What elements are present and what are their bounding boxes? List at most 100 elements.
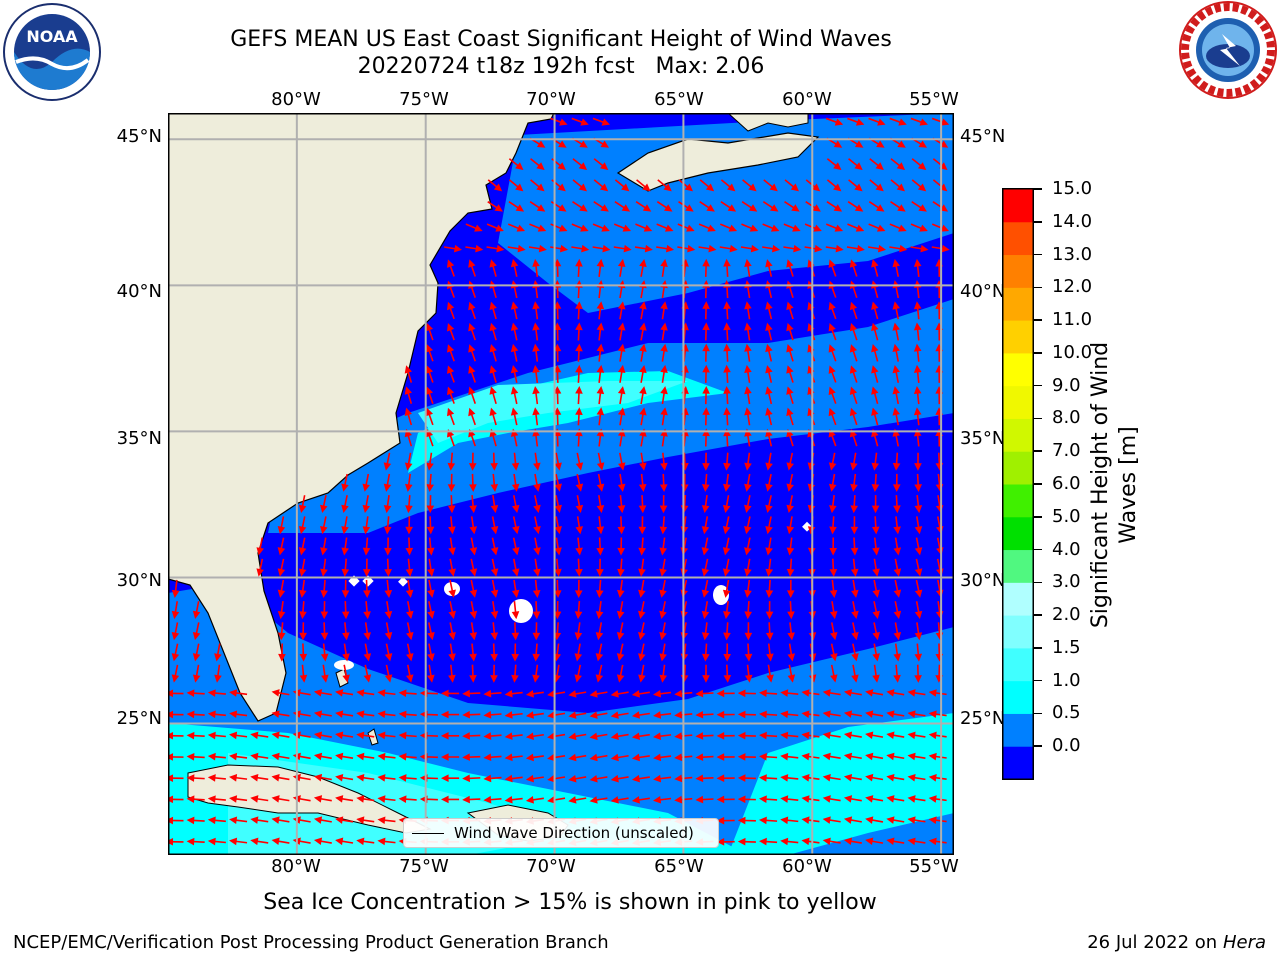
wind-wave-arrow	[677, 244, 696, 253]
wind-wave-arrow	[341, 601, 350, 620]
wind-wave-arrow	[363, 643, 372, 662]
wind-wave-arrow	[574, 643, 583, 662]
wind-wave-arrow	[868, 223, 886, 232]
wind-wave-arrow	[469, 537, 478, 556]
wind-wave-arrow	[490, 473, 499, 492]
wind-wave-arrow	[871, 301, 879, 320]
wind-wave-arrow	[765, 452, 773, 471]
wind-wave-arrow	[828, 365, 837, 383]
wind-wave-arrow	[783, 244, 802, 253]
wind-wave-arrow	[610, 711, 629, 719]
wind-wave-arrow	[914, 622, 923, 641]
wind-wave-arrow	[617, 343, 626, 362]
wind-wave-arrow	[723, 452, 731, 471]
wind-wave-arrow	[616, 622, 625, 641]
wind-wave-arrow	[469, 664, 477, 683]
wind-wave-arrow	[589, 796, 608, 804]
lat-label-right: 45°N	[960, 126, 1006, 147]
wind-wave-arrow	[510, 301, 519, 320]
wind-wave-arrow	[828, 323, 837, 341]
wind-wave-arrow	[596, 322, 605, 341]
wind-wave-arrow	[786, 365, 794, 383]
wind-wave-arrow	[335, 752, 354, 761]
wind-wave-arrow	[593, 158, 609, 171]
wind-wave-arrow	[447, 473, 456, 493]
wind-wave-arrow	[383, 473, 392, 492]
wind-wave-arrow	[229, 774, 248, 782]
colorbar-segment	[1003, 647, 1033, 682]
wind-wave-arrow	[765, 622, 774, 641]
wind-wave-arrow	[553, 385, 562, 405]
wind-wave-arrow	[699, 201, 715, 212]
wind-wave-arrow	[469, 622, 478, 641]
lon-label-bottom: 65°W	[654, 856, 704, 877]
wind-wave-arrow	[405, 558, 414, 577]
wind-wave-arrow	[617, 386, 626, 405]
wind-wave-arrow	[229, 731, 248, 740]
wind-wave-arrow	[846, 244, 865, 253]
wind-wave-arrow	[425, 344, 434, 362]
wind-wave-arrow	[822, 689, 841, 697]
colorbar-tick-mark	[1034, 712, 1042, 715]
wind-wave-arrow	[737, 689, 756, 698]
wind-wave-arrow	[510, 322, 519, 341]
wind-wave-arrow	[510, 365, 519, 383]
wind-wave-arrow	[250, 731, 269, 740]
wind-wave-arrow	[356, 752, 375, 761]
wind-wave-arrow	[659, 664, 668, 683]
wind-wave-arrow	[695, 753, 714, 761]
wind-wave-arrow	[871, 343, 879, 362]
wind-wave-arrow	[702, 364, 710, 383]
wind-wave-arrow	[892, 258, 900, 277]
wind-wave-arrow	[616, 601, 625, 620]
wind-wave-arrow	[192, 601, 201, 620]
wind-wave-arrow	[851, 622, 859, 641]
wind-wave-arrow	[207, 689, 226, 697]
wind-wave-arrow	[737, 731, 756, 740]
colorbar-tick-mark	[1034, 417, 1042, 420]
wind-wave-arrow	[659, 495, 668, 514]
wind-wave-arrow	[653, 711, 672, 719]
wind-wave-arrow	[596, 516, 605, 535]
wind-wave-arrow	[701, 622, 710, 641]
wind-wave-arrow	[271, 837, 290, 846]
wind-wave-arrow	[320, 516, 328, 535]
wind-wave-arrow	[335, 731, 354, 740]
wind-wave-arrow	[822, 710, 841, 718]
wind-wave-arrow	[207, 816, 226, 825]
wind-wave-arrow	[398, 731, 417, 740]
wind-wave-arrow	[786, 495, 794, 514]
wind-wave-arrow	[829, 516, 837, 535]
wind-wave-arrow	[250, 773, 269, 782]
wind-wave-arrow	[553, 622, 562, 641]
wind-wave-arrow	[448, 643, 456, 662]
wind-wave-arrow	[525, 796, 544, 804]
wind-wave-arrow	[384, 558, 392, 577]
wind-wave-arrow	[426, 516, 435, 535]
wind-wave-arrow	[742, 179, 757, 192]
wind-wave-arrow	[511, 452, 520, 471]
colorbar-tick-label: 5.0	[1052, 505, 1081, 527]
wind-wave-arrow	[659, 643, 667, 662]
wind-wave-arrow	[487, 201, 503, 212]
wind-wave-arrow	[313, 731, 332, 740]
wind-wave-arrow	[192, 664, 201, 683]
wind-wave-arrow	[572, 201, 588, 212]
wind-wave-arrow	[490, 452, 498, 471]
wind-wave-arrow	[722, 495, 731, 514]
wind-wave-arrow	[740, 244, 759, 253]
wind-wave-arrow	[468, 344, 476, 362]
wind-wave-arrow	[890, 201, 906, 212]
wind-wave-arrow	[462, 689, 481, 698]
wind-wave-arrow	[744, 473, 752, 492]
wind-wave-arrow	[701, 495, 710, 514]
wind-wave-arrow	[299, 622, 307, 641]
wind-wave-arrow	[384, 579, 393, 598]
wind-wave-arrow	[765, 537, 773, 556]
wind-wave-arrow	[765, 579, 774, 598]
wind-wave-arrow	[448, 516, 456, 535]
wind-wave-arrow	[214, 664, 222, 683]
wind-wave-arrow	[822, 837, 841, 846]
colorbar-segment	[1003, 516, 1033, 551]
wind-wave-arrow	[568, 732, 587, 741]
